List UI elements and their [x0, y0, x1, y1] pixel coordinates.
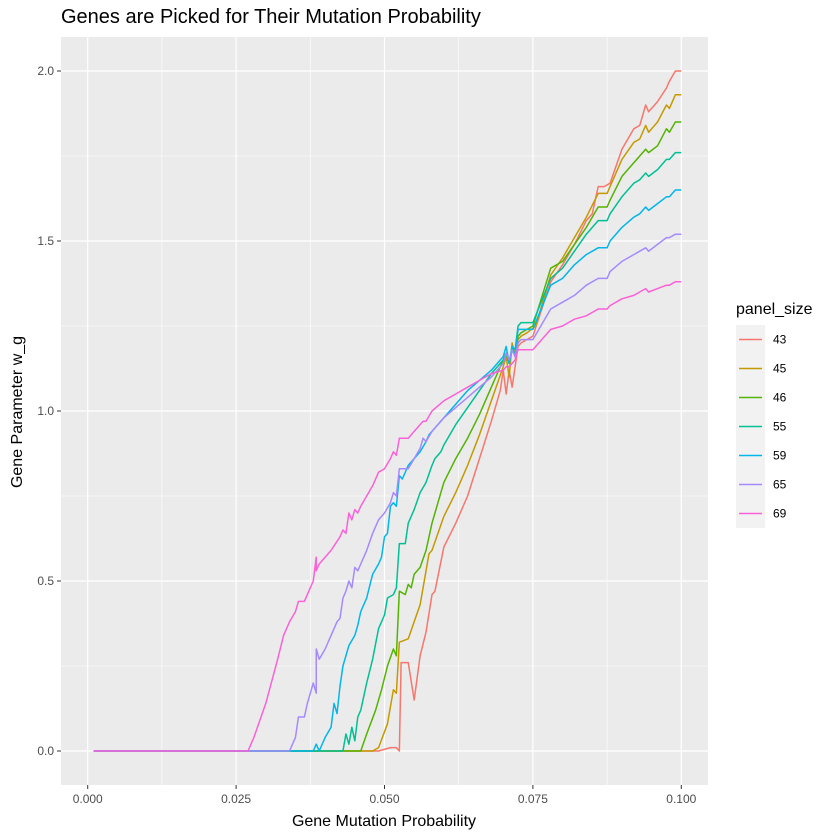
chart-title: Genes are Picked for Their Mutation Prob…: [61, 6, 481, 28]
y-tick-label: 1.5: [37, 234, 54, 248]
legend-label-45: 45: [773, 362, 787, 376]
x-tick-label: 0.000: [73, 792, 103, 806]
y-tick-label: 0.0: [37, 744, 54, 758]
series-lines: [93, 70, 682, 752]
series-line-55: [93, 151, 682, 752]
x-tick-label: 0.100: [666, 792, 696, 806]
legend-label-65: 65: [773, 478, 787, 492]
y-tick-label: 0.5: [37, 574, 54, 588]
legend-label-43: 43: [773, 333, 787, 347]
legend-title: panel_size: [736, 301, 813, 318]
y-axis-title: Gene Parameter w_g: [9, 336, 26, 488]
legend-items: 43 45 46 55 59 65 69: [736, 325, 787, 528]
x-tick-label: 0.075: [518, 792, 548, 806]
legend-label-46: 46: [773, 391, 787, 405]
x-axis: 0.000 0.025 0.050 0.075 0.100: [73, 785, 697, 806]
y-tick-label: 2.0: [37, 64, 54, 78]
series-line-69: [93, 281, 682, 752]
legend-label-69: 69: [773, 507, 787, 521]
y-axis: 0.0 0.5 1.0 1.5 2.0: [37, 64, 61, 758]
x-axis-title: Gene Mutation Probability: [292, 813, 476, 830]
series-line-43: [93, 70, 682, 752]
x-tick-label: 0.050: [369, 792, 399, 806]
legend-label-55: 55: [773, 420, 787, 434]
legend: panel_size 43 45 46 55 59 65 69: [736, 301, 813, 528]
legend-label-59: 59: [773, 449, 787, 463]
series-line-65: [93, 233, 682, 752]
x-tick-label: 0.025: [221, 792, 251, 806]
y-tick-label: 1.0: [37, 404, 54, 418]
gridlines: [61, 37, 708, 785]
